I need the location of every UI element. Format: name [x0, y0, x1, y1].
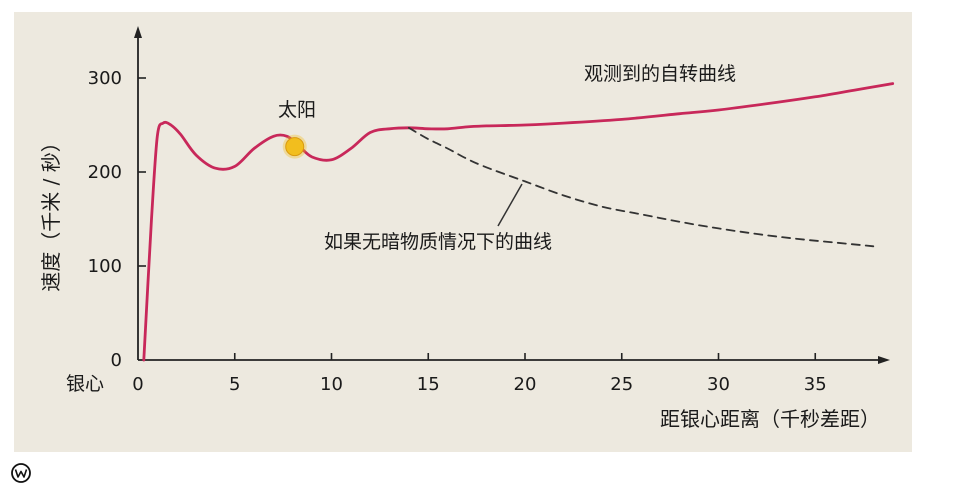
x-tick-label: 0 — [132, 374, 143, 395]
dashed-curve-leader-line — [497, 183, 523, 227]
annotations — [282, 134, 523, 227]
no-dark-matter-curve-label: 如果无暗物质情况下的曲线 — [324, 231, 552, 253]
sun-label: 太阳 — [278, 99, 316, 121]
x-axis-title: 距银心距离（千秒差距） — [660, 407, 880, 431]
x-tick-label: 20 — [514, 374, 537, 395]
observed-curve-label: 观测到的自转曲线 — [584, 63, 736, 85]
watermark-logo-icon — [11, 463, 31, 483]
labels: 观测到的自转曲线 如果无暗物质情况下的曲线 太阳 银心 距银心距离（千秒差距） … — [39, 63, 880, 431]
y-axis-title: 速度（千米 / 秒） — [39, 132, 63, 291]
axes — [134, 26, 890, 364]
x-axis-arrow — [878, 356, 890, 364]
sun-marker — [285, 137, 305, 157]
x-tick-label: 15 — [417, 374, 440, 395]
y-tick-label: 300 — [88, 68, 122, 89]
y-tick-label: 200 — [88, 162, 122, 183]
y-tick-label: 0 — [111, 350, 122, 371]
no-dark-matter-curve — [408, 126, 875, 248]
chart-panel: 0 5 10 15 20 25 30 35 0 100 200 300 观测到的自转曲线 如果无暗物质… — [14, 12, 912, 452]
x-tick-label: 10 — [320, 374, 343, 395]
x-tick-label: 35 — [804, 374, 827, 395]
rotation-curve-chart: 0 5 10 15 20 25 30 35 0 100 200 300 观测到的自转曲线 如果无暗物质… — [39, 26, 895, 431]
series — [142, 82, 895, 362]
x-origin-label: 银心 — [66, 373, 104, 395]
x-tick-label: 5 — [229, 374, 240, 395]
ticks: 0 5 10 15 20 25 30 35 0 100 200 300 — [88, 68, 827, 395]
x-tick-label: 25 — [610, 374, 633, 395]
observed-rotation-curve — [142, 82, 895, 362]
x-tick-label: 30 — [707, 374, 730, 395]
y-axis-arrow — [134, 26, 142, 38]
y-tick-label: 100 — [88, 256, 122, 277]
